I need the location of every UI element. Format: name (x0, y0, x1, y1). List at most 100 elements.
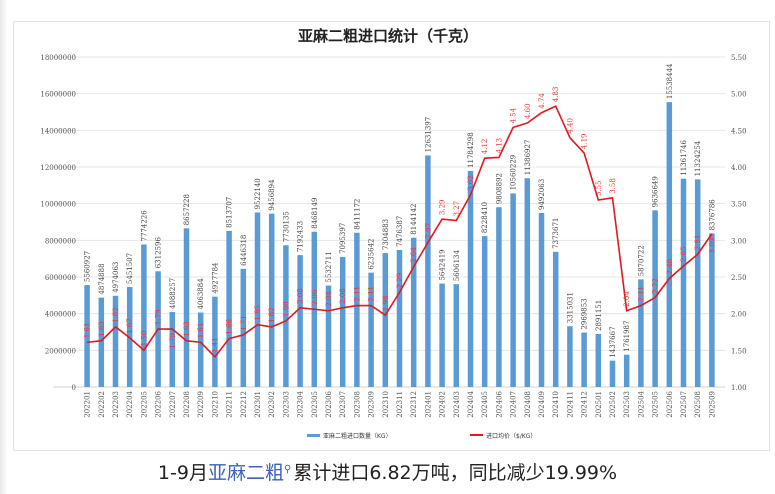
x-tick-label: 202409 (538, 391, 546, 418)
bar-value-label: 7192433 (297, 221, 305, 252)
x-tick-label: 202507 (680, 391, 688, 418)
left-tick-label: 12000000 (40, 164, 76, 172)
x-tick-label: 202307 (339, 391, 347, 418)
bar (652, 210, 658, 387)
chart-card (13, 21, 770, 451)
right-tick-label: 1.50 (731, 347, 747, 355)
right-tick-label: 3.50 (731, 201, 747, 209)
line-value-label: 4.40 (566, 118, 574, 134)
bar (552, 251, 559, 387)
bar (212, 296, 218, 387)
line-value-label: 1.82 (268, 307, 276, 323)
page-edge-shadow (0, 0, 8, 494)
line-value-label: 1.63 (183, 321, 191, 337)
line-value-label: 2.08 (297, 288, 305, 304)
x-tick-label: 202506 (666, 390, 674, 417)
bar (368, 272, 374, 387)
caption-prefix: 1-9月 (157, 462, 208, 484)
bar (595, 333, 602, 387)
chart: 亚麻二粗进口统计（千克） 0 2000000 4000000 6000000 80000… (40, 27, 747, 440)
bar (354, 232, 360, 387)
line-value-label: 4.19 (581, 133, 589, 149)
bar-value-label: 9636649 (652, 176, 660, 207)
x-tick-label: 202509 (708, 391, 716, 418)
line-value-label: 4.74 (538, 93, 546, 109)
line-value-label: 1.82 (112, 307, 120, 323)
line-value-label: 1.79 (169, 333, 177, 349)
left-tick-label: 2000000 (45, 347, 76, 355)
x-tick-label: 202202 (98, 391, 106, 418)
bar-value-label: 6312596 (155, 237, 163, 269)
line-value-label: 2.11 (637, 286, 645, 302)
bar (425, 155, 431, 387)
bar-value-label: 7095397 (339, 223, 347, 254)
line-value-label: 4.13 (495, 138, 503, 154)
right-tick-label: 5.00 (731, 91, 747, 99)
chart-title: 亚麻二粗进口统计（千克） (298, 27, 478, 45)
x-tick-label: 202503 (623, 391, 631, 418)
bar (609, 360, 616, 387)
line-value-label: 1.41 (211, 337, 219, 353)
bar-value-label: 8513707 (226, 197, 234, 228)
bar-value-label: 7774226 (140, 210, 148, 242)
bar-value-label: 4974063 (112, 262, 120, 293)
bar-value-label: 5642419 (439, 249, 447, 280)
line-value-label: 3.62 (467, 175, 475, 191)
x-tick-label: 202508 (694, 391, 702, 418)
bar-value-label: 10560229 (510, 155, 518, 191)
bar (268, 213, 275, 387)
left-tick-label: 14000000 (40, 127, 76, 135)
caption: 1-9月亚麻二粗⚲ 累计进口6.82万吨，同比减少19.99% (0, 458, 775, 485)
line-value-label: 3.29 (439, 199, 447, 215)
bar-value-label: 9808892 (495, 173, 503, 204)
x-tick-label: 202201 (84, 391, 92, 418)
x-tick-label: 202206 (155, 390, 163, 417)
line-value-label: 1.90 (282, 301, 290, 317)
right-tick-label: 4.00 (731, 164, 747, 172)
bar (183, 228, 190, 387)
bar-value-label: 8144142 (410, 204, 418, 235)
legend-line-swatch (470, 434, 483, 436)
bar-value-label: 5532711 (325, 251, 333, 282)
bar-value-label: 6446318 (240, 235, 248, 266)
x-tick-label: 202401 (424, 391, 432, 418)
x-tick-label: 202211 (226, 391, 234, 418)
right-tick-label: 5.50 (731, 54, 747, 62)
bar (98, 297, 105, 387)
bar-value-label: 11324254 (694, 140, 702, 176)
x-tick-label: 202309 (368, 391, 376, 418)
line-value-label: 2.22 (652, 278, 660, 294)
bar-value-label: 5870722 (637, 245, 645, 276)
line-value-label: 1.67 (126, 318, 134, 334)
left-tick-label: 18000000 (40, 54, 76, 62)
line-value-label: 2.06 (311, 289, 319, 305)
bar (84, 285, 90, 387)
bar (254, 212, 261, 387)
line-value-label: 3.09 (708, 238, 716, 254)
bar-value-label: 4874888 (98, 263, 106, 294)
line-value-label: 4.83 (552, 87, 560, 103)
x-tick-label: 202310 (382, 391, 390, 418)
bar (709, 233, 715, 387)
x-tick-label: 202208 (183, 391, 191, 418)
bar-value-label: 8411172 (353, 199, 361, 230)
search-icon[interactable]: ⚲ (283, 463, 292, 475)
bar-value-label: 6235642 (368, 238, 376, 269)
line-value-label: 1.85 (254, 305, 262, 321)
x-tick-label: 202210 (211, 391, 219, 418)
line-value-label: 1.98 (382, 296, 390, 312)
line-value-label: 1.63 (98, 321, 106, 337)
line-value-label: 4.54 (510, 107, 518, 123)
bar (339, 256, 346, 387)
x-tick-label: 202203 (112, 391, 120, 418)
bar (453, 284, 460, 387)
line-value-label: 2.29 (396, 273, 404, 289)
line-value-label: 3.55 (595, 180, 603, 196)
line-value-label: 4.60 (524, 103, 532, 119)
bar-value-label: 9522140 (254, 178, 262, 209)
bar-value-label: 2969853 (581, 298, 589, 329)
caption-link[interactable]: 亚麻二粗 (207, 462, 284, 484)
bar (382, 253, 389, 387)
bar (623, 354, 630, 387)
line-value-label: 3.27 (453, 201, 461, 217)
